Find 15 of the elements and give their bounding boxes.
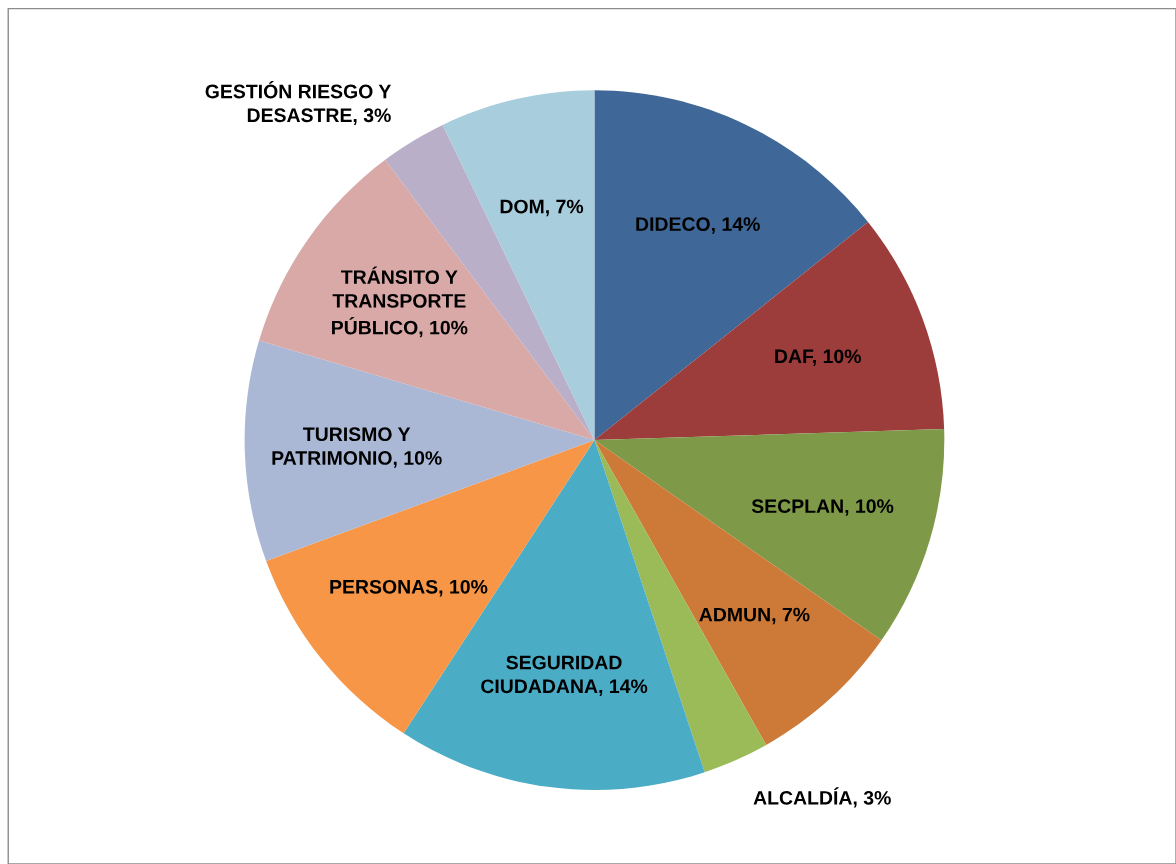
pie-slice [594, 428, 945, 641]
slice-label: TRÁNSITO Y TRANSPORTE PÚBLICO, 10% [332, 266, 468, 338]
slice-label: DAF, 10% [775, 349, 861, 366]
pie-slice [244, 340, 595, 561]
slice-label: ADMUN, 7% [699, 607, 810, 625]
slice-label: SEGURIDAD CIUDADANA, 14% [481, 655, 648, 696]
slice-label: GESTIÓN RIESGO Y DESASTRE, 3% [205, 80, 392, 125]
pie-slice [594, 90, 868, 441]
slice-label: ALCALDÍA, 3% [753, 787, 891, 808]
slice-label: DIDECO, 14% [636, 217, 760, 234]
slice-label: SECPLAN, 10% [751, 499, 894, 516]
slice-label: TURISMO Y PATRIMONIO, 10% [272, 427, 442, 468]
pie-slice [259, 159, 595, 441]
slice-label: PERSONAS, 10% [330, 579, 488, 597]
slice-label: DOM, 7% [500, 199, 584, 217]
